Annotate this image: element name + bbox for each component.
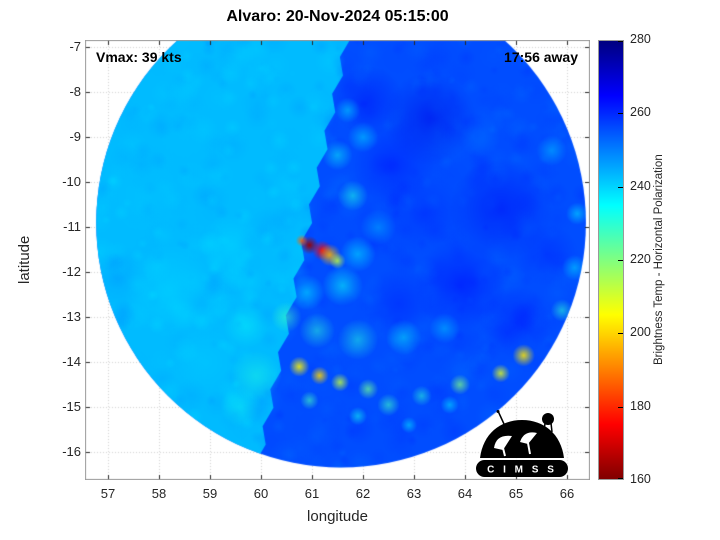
y-tick-label: -15: [62, 399, 81, 415]
satellite-map-canvas: [85, 40, 590, 480]
logo-dish-mast: [527, 442, 531, 455]
colorbar-tick-label: 220: [630, 252, 651, 266]
colorbar-tick-mark: [618, 41, 623, 42]
logo-antenna-tip-icon: [496, 410, 500, 413]
logo-dish-icon: [494, 435, 512, 450]
x-axis-label: longitude: [307, 508, 368, 525]
logo-water-tower-icon: [542, 413, 554, 425]
colorbar-tick-mark: [618, 406, 623, 408]
colorbar-tick-label: 260: [630, 105, 651, 120]
colorbar-tick-label: 280: [630, 32, 651, 46]
x-tick-label: 63: [406, 486, 422, 501]
y-tick-label: -9: [69, 129, 81, 145]
x-tick-label: 60: [253, 486, 269, 501]
x-tick-label: 66: [559, 486, 575, 501]
y-tick-label: -16: [62, 444, 81, 460]
colorbar-tick-mark: [618, 260, 623, 261]
colorbar-tick-mark: [618, 478, 623, 479]
logo-tower-leg: [550, 422, 553, 433]
y-tick-label: -8: [69, 84, 81, 100]
colorbar-tick-label: 160: [630, 472, 651, 486]
cimss-logo: C I M S S: [476, 410, 568, 477]
x-tick-label: 64: [457, 486, 473, 501]
colorbar-tick-mark: [618, 333, 623, 335]
colorbar-tick-label: 200: [630, 325, 651, 340]
x-tick-label: 58: [151, 486, 167, 501]
x-tick-label: 61: [304, 486, 320, 501]
cimss-logo-text: C I M S S: [487, 465, 557, 476]
time-offset-annotation: 17:56 away: [504, 49, 578, 65]
y-axis-label: latitude: [16, 235, 33, 285]
logo-dish-mast: [502, 447, 506, 457]
y-tick-label: -10: [62, 174, 81, 190]
y-tick-label: -12: [62, 264, 81, 280]
y-tick-label: -14: [62, 354, 81, 370]
x-tick-label: 65: [508, 486, 524, 501]
colorbar-tick-mark: [618, 186, 623, 188]
y-tick-label: -7: [69, 39, 81, 55]
colorbar-tick-label: 180: [630, 398, 651, 413]
x-tick-label: 62: [355, 486, 371, 501]
plot-title: Alvaro: 20-Nov-2024 05:15:00: [226, 8, 449, 25]
x-tick-label: 59: [202, 486, 218, 501]
vmax-annotation: Vmax: 39 kts: [96, 49, 182, 65]
x-tick-label: 57: [100, 486, 116, 501]
y-tick-label: -13: [62, 309, 81, 325]
y-tick-label: -11: [63, 219, 81, 235]
logo-banner: [476, 460, 568, 477]
colorbar-tick-mark: [618, 113, 623, 115]
logo-antenna-icon: [497, 410, 505, 425]
colorbar-tick-label: 240: [630, 178, 651, 193]
logo-dish-icon: [520, 432, 537, 444]
